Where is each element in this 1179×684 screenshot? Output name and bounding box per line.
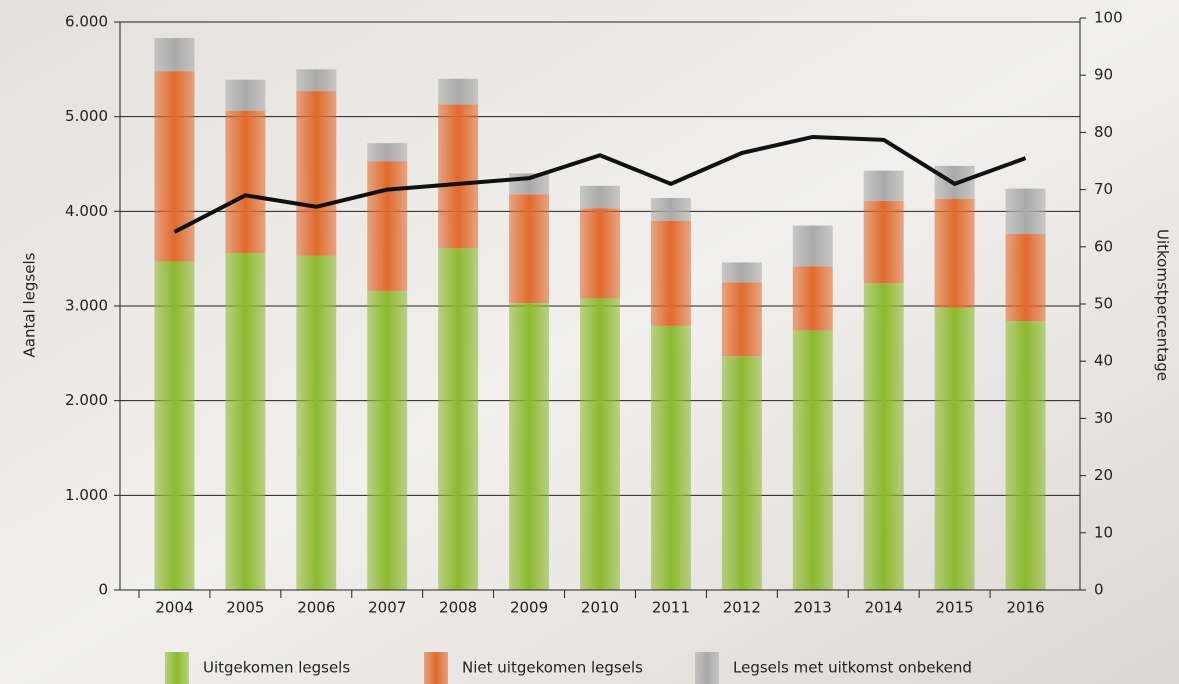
bar-segment — [1005, 188, 1046, 235]
x-tick-label: 2005 — [226, 599, 264, 617]
legend-label: Uitgekomen legsels — [203, 659, 350, 677]
y2-tick-label: 10 — [1094, 523, 1113, 541]
y2-tick-label: 100 — [1094, 9, 1123, 27]
bar-segment — [721, 262, 762, 283]
bar-segment — [154, 71, 195, 262]
y-tick-label: 3.000 — [65, 297, 108, 315]
bar-segment — [367, 290, 408, 590]
bar-segment — [792, 225, 833, 267]
legend-swatch — [695, 652, 719, 684]
legend-label: Niet uitgekomen legsels — [462, 659, 643, 677]
y-tick-label: 1.000 — [65, 486, 108, 504]
bar-segment — [225, 110, 266, 253]
bar-segment — [721, 356, 762, 590]
bar-segment — [863, 200, 904, 284]
bar-segment — [296, 255, 337, 590]
bar-segment — [509, 194, 550, 304]
y2-tick-label: 70 — [1094, 180, 1113, 198]
bar-segment — [296, 91, 337, 256]
y2-axis-label: Uitkomstpercentage — [1154, 229, 1172, 381]
bar-segment — [934, 307, 975, 590]
bar-segment — [650, 220, 691, 326]
bar-segment — [1005, 321, 1046, 590]
bar-segment — [580, 298, 620, 590]
legend-swatch — [165, 652, 189, 684]
bar-segment — [863, 283, 904, 590]
bar-segment — [438, 248, 479, 590]
bar-segment — [650, 198, 691, 221]
x-tick-label: 2009 — [510, 599, 548, 617]
x-tick-label: 2010 — [581, 599, 619, 617]
bar-segment — [509, 303, 550, 590]
x-tick-label: 2013 — [794, 599, 832, 617]
x-tick-label: 2011 — [652, 599, 690, 617]
x-tick-label: 2016 — [1006, 599, 1044, 617]
bar-segment — [225, 252, 266, 590]
x-tick-label: 2007 — [368, 599, 406, 617]
y2-tick-label: 20 — [1094, 466, 1113, 484]
legend-label: Legsels met uitkomst onbekend — [733, 659, 972, 677]
y2-tick-label: 30 — [1094, 409, 1113, 427]
y2-tick-label: 40 — [1094, 352, 1113, 370]
bar-segment — [650, 325, 691, 590]
bar-segment — [721, 282, 762, 357]
x-tick-label: 2012 — [723, 599, 761, 617]
y-tick-label: 2.000 — [65, 391, 108, 409]
bar-segment — [367, 143, 408, 162]
x-tick-label: 2006 — [297, 599, 335, 617]
bar-segment — [863, 170, 904, 201]
x-tick-label: 2014 — [865, 599, 903, 617]
bar-segment — [792, 330, 833, 590]
y2-tick-label: 50 — [1094, 295, 1113, 313]
bar-segment — [154, 261, 195, 590]
bar-segment — [1005, 234, 1046, 322]
y2-tick-label: 90 — [1094, 66, 1113, 84]
bar-segment — [580, 208, 620, 299]
bar-segment — [154, 38, 195, 72]
x-tick-label: 2015 — [936, 599, 974, 617]
bar-segment — [934, 199, 975, 308]
bar-segment — [438, 104, 479, 249]
y-tick-label: 6.000 — [65, 13, 108, 31]
bar-segment — [580, 185, 620, 209]
bar-segment — [792, 266, 833, 331]
bar-segment — [296, 69, 337, 92]
y2-tick-label: 0 — [1094, 581, 1104, 599]
y-axis-label: Aantal legsels — [21, 252, 39, 357]
bar-segment — [367, 161, 408, 291]
x-tick-label: 2008 — [439, 599, 477, 617]
legend-swatch — [424, 652, 448, 684]
y-tick-label: 5.000 — [65, 107, 108, 125]
bar-segment — [438, 78, 479, 105]
y2-tick-label: 80 — [1094, 123, 1113, 141]
x-tick-label: 2004 — [155, 599, 193, 617]
y-tick-label: 0 — [98, 581, 108, 599]
bar-segment — [225, 79, 266, 111]
y2-tick-label: 60 — [1094, 237, 1113, 255]
line-series — [173, 134, 1027, 234]
y-tick-label: 4.000 — [65, 202, 108, 220]
